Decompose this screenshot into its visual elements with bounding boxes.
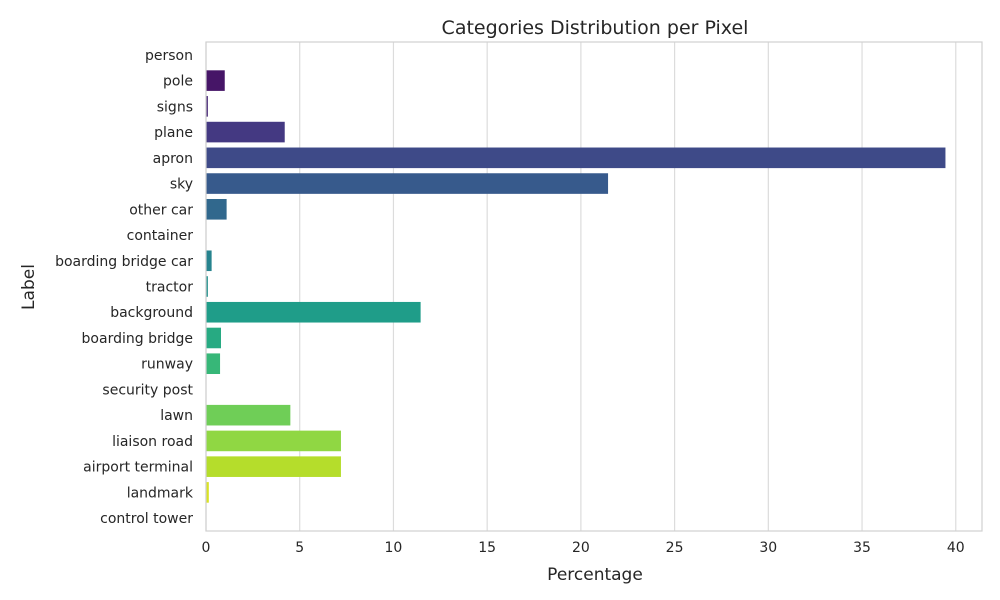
y-tick-label: security post — [102, 382, 193, 398]
bars — [206, 44, 946, 529]
y-tick-label: liaison road — [112, 434, 193, 450]
bar — [206, 70, 225, 91]
y-tick-label: landmark — [127, 485, 194, 501]
y-tick-label: apron — [153, 151, 193, 167]
y-tick-label: plane — [154, 125, 193, 141]
bar — [206, 198, 227, 220]
y-tick-label: boarding bridge car — [55, 254, 193, 270]
bar — [206, 430, 341, 452]
x-tick-label: 35 — [853, 540, 871, 556]
chart-title: Categories Distribution per Pixel — [442, 17, 749, 39]
y-tick-labels: person pole signs plane apron sky other car con… — [55, 48, 194, 527]
y-tick-label: sky — [170, 177, 193, 193]
x-tick-label: 0 — [202, 540, 211, 556]
x-tick-label: 20 — [572, 540, 590, 556]
x-axis-label: Percentage — [547, 565, 643, 585]
y-tick-label: control tower — [100, 511, 193, 527]
plot-frame — [205, 41, 983, 532]
bar — [206, 482, 209, 503]
x-tick-label: 40 — [947, 540, 965, 556]
bar — [206, 301, 421, 323]
x-tick-label: 15 — [478, 540, 496, 556]
y-tick-label: signs — [157, 99, 193, 115]
y-tick-label: lawn — [160, 408, 193, 424]
y-tick-label: background — [110, 305, 193, 321]
gridlines — [205, 42, 957, 531]
y-tick-label: other car — [129, 202, 193, 218]
bar — [206, 173, 609, 194]
x-tick-label: 5 — [295, 540, 304, 556]
y-tick-label: boarding bridge — [82, 331, 193, 347]
x-tick-label: 25 — [666, 540, 684, 556]
bar — [206, 121, 285, 143]
bar — [206, 96, 208, 117]
bar — [206, 276, 208, 297]
bar — [206, 456, 341, 477]
y-tick-label: tractor — [146, 280, 194, 296]
y-tick-label: airport terminal — [83, 460, 193, 476]
bar — [206, 404, 291, 426]
x-tick-labels: 0 5 10 15 20 25 30 35 40 — [202, 540, 965, 556]
x-tick-label: 10 — [385, 540, 403, 556]
bar — [206, 147, 946, 169]
y-axis-label: Label — [19, 264, 39, 310]
bar — [206, 327, 221, 349]
bar — [206, 250, 212, 272]
bar — [206, 353, 221, 375]
y-tick-label: person — [145, 48, 193, 64]
y-tick-label: container — [127, 228, 194, 244]
x-tick-label: 30 — [759, 540, 777, 556]
y-tick-label: pole — [163, 74, 193, 90]
y-tick-label: runway — [141, 357, 193, 373]
